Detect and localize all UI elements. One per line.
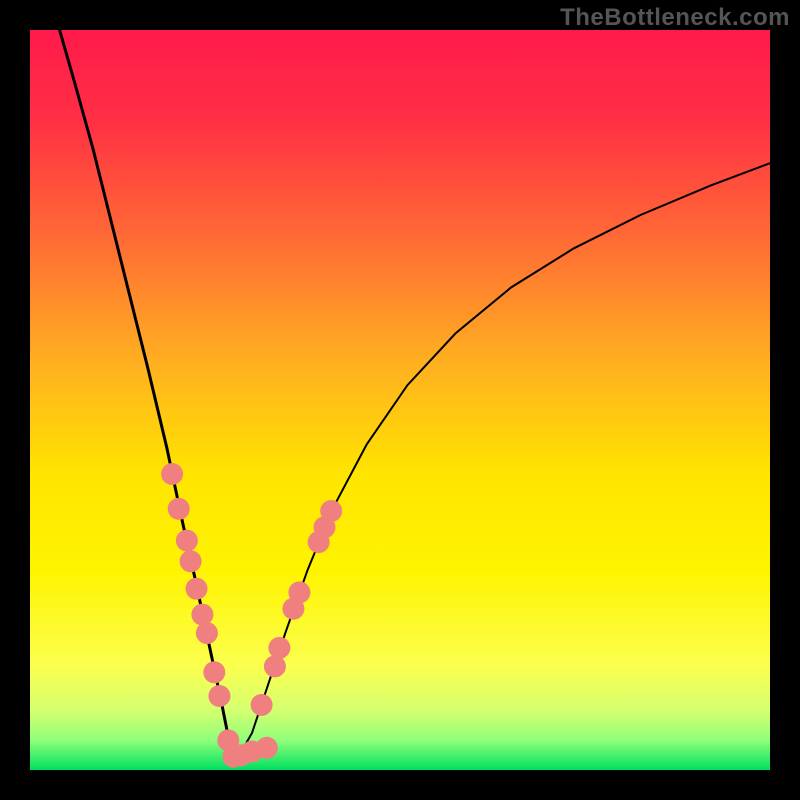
scatter-point: [288, 581, 310, 603]
scatter-point: [320, 500, 342, 522]
scatter-point: [256, 737, 278, 759]
scatter-point: [186, 578, 208, 600]
scatter-point: [264, 655, 286, 677]
scatter-point: [208, 685, 230, 707]
scatter-point: [196, 622, 218, 644]
watermark-label: TheBottleneck.com: [560, 4, 790, 32]
scatter-point: [180, 550, 202, 572]
scatter-point: [203, 661, 225, 683]
scatter-point: [176, 530, 198, 552]
plot-background: [30, 30, 770, 770]
scatter-point: [251, 694, 273, 716]
scatter-point: [268, 637, 290, 659]
scatter-point: [161, 463, 183, 485]
scatter-point: [191, 604, 213, 626]
chart-frame: TheBottleneck.com: [0, 0, 800, 800]
bottleneck-plot: [0, 0, 800, 800]
scatter-point: [168, 498, 190, 520]
